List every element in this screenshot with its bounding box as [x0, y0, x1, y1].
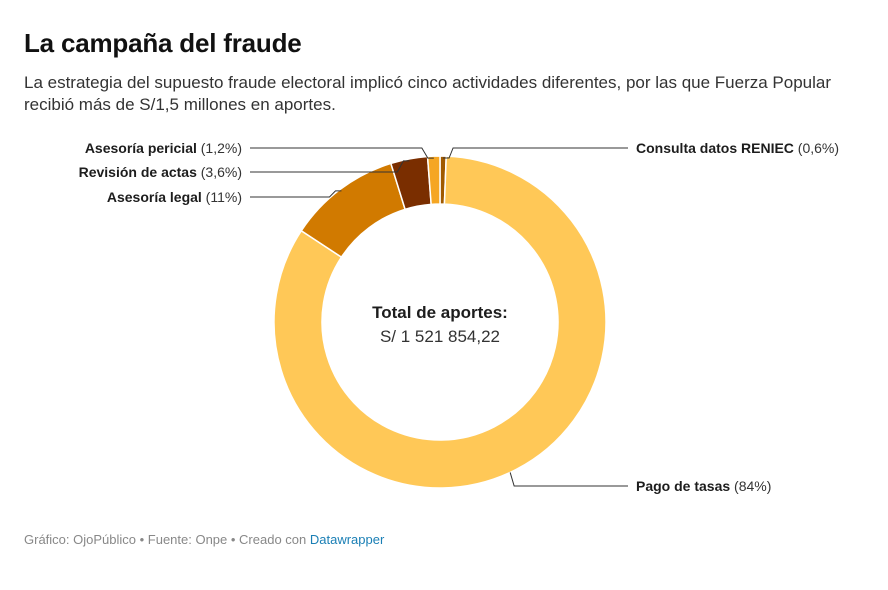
leader-line-asesoria-pericial [250, 147, 434, 159]
leader-lines [250, 147, 628, 487]
label-name-asesoria-pericial: Asesoría pericial [85, 140, 197, 156]
slice-labels: Consulta datos RENIEC (0,6%) Pago de tasa… [79, 140, 839, 494]
label-pct-consulta-datos-reniec: (0,6%) [794, 140, 839, 156]
slice-asesoria-pericial[interactable] [426, 155, 441, 206]
footer-credits: Gráfico: OjoPúblico • Fuente: Onpe • Cre… [24, 532, 310, 547]
donut-slices [273, 155, 607, 489]
chart-subtitle: La estrategia del supuesto fraude electo… [24, 73, 832, 114]
center-total-label: Total de aportes: [372, 303, 508, 322]
label-revision-de-actas: Revisión de actas (3,6%) [79, 164, 242, 180]
label-name-consulta-datos-reniec: Consulta datos RENIEC [636, 140, 794, 156]
datawrapper-link[interactable]: Datawrapper [309, 532, 385, 547]
leader-line-revision-de-actas [250, 160, 410, 173]
label-consulta-datos-reniec: Consulta datos RENIEC (0,6%) [636, 140, 839, 156]
label-asesoria-pericial: Asesoría pericial (1,2%) [85, 140, 242, 156]
donut-center-text: Total de aportes: S/ 1 521 854,22 [372, 303, 508, 346]
label-pago-de-tasas: Pago de tasas (84%) [636, 478, 771, 494]
donut-chart: Consulta datos RENIEC (0,6%) Pago de tasa… [79, 140, 839, 494]
slice-pago-de-tasas[interactable] [273, 155, 607, 489]
leader-line-pago-de-tasas [509, 472, 628, 487]
label-name-pago-de-tasas: Pago de tasas [636, 478, 730, 494]
chart-footer: Gráfico: OjoPúblico • Fuente: Onpe • Cre… [24, 532, 384, 547]
label-pct-asesoria-pericial: (1,2%) [197, 140, 242, 156]
label-name-asesoria-legal: Asesoría legal [107, 189, 202, 205]
label-pct-asesoria-legal: (11%) [202, 189, 242, 205]
center-total-value: S/ 1 521 854,22 [380, 327, 500, 346]
leader-line-asesoria-legal [250, 190, 342, 198]
label-asesoria-legal: Asesoría legal (11%) [107, 189, 242, 205]
leader-line-consulta-datos-reniec [443, 147, 628, 159]
label-pct-revision-de-actas: (3,6%) [197, 164, 242, 180]
label-name-revision-de-actas: Revisión de actas [79, 164, 197, 180]
label-pct-pago-de-tasas: (84%) [730, 478, 771, 494]
chart-title: La campaña del fraude [24, 28, 302, 58]
